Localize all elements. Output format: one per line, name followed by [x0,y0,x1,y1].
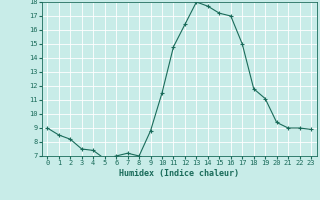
X-axis label: Humidex (Indice chaleur): Humidex (Indice chaleur) [119,169,239,178]
